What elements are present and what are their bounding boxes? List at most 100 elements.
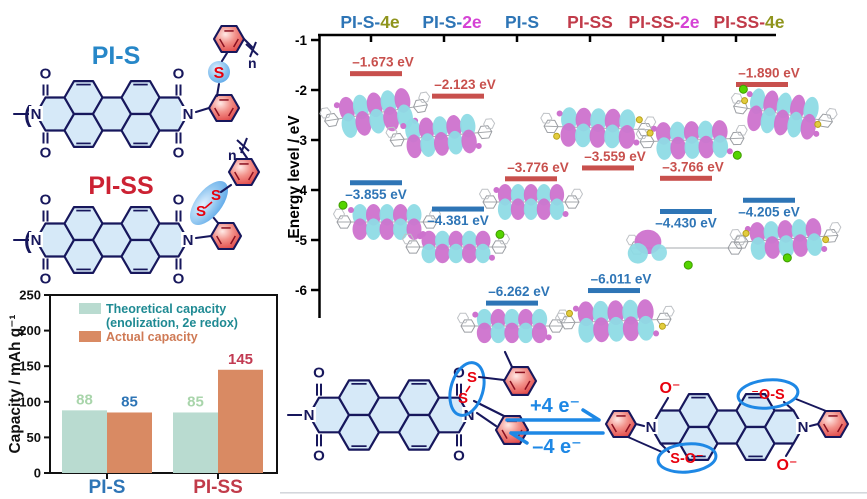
bond xyxy=(477,375,506,382)
skeleton-phenyl xyxy=(729,229,742,241)
o-s-label: ⁻O-S xyxy=(751,387,785,403)
sulfur-atom xyxy=(822,236,830,244)
orbital-lobe xyxy=(800,113,816,140)
oxygen-label: O xyxy=(40,271,52,288)
orbital-dot xyxy=(417,233,423,240)
orbital-lobe xyxy=(462,243,477,264)
phenyl-hexagon xyxy=(502,366,538,396)
y-tick-label: 150 xyxy=(19,359,41,374)
orbital-lobe xyxy=(504,322,520,344)
orbital-lobe xyxy=(531,322,548,344)
orbital-lobe xyxy=(341,113,358,138)
nitrogen-label: N xyxy=(798,419,809,436)
orbital-lobe xyxy=(433,132,450,156)
label-bg xyxy=(181,232,195,247)
orbital-isosurface xyxy=(401,229,511,264)
bond xyxy=(238,146,249,160)
green-atom xyxy=(738,84,748,94)
s-s-bond xyxy=(465,385,471,393)
repeat-subscript: n xyxy=(228,147,237,163)
skeleton-phenyl xyxy=(564,195,580,209)
y-tick-label: -2 xyxy=(295,83,307,98)
bottom-separator-line xyxy=(280,492,867,494)
aromatic-ring xyxy=(148,222,190,258)
energy-level-bar xyxy=(660,209,712,214)
orbital-lobe xyxy=(369,108,386,134)
double-bond xyxy=(228,107,234,117)
phenyl-ring xyxy=(212,24,246,54)
legend-label: Actual capacity xyxy=(106,330,198,344)
legend-label: Theoretical capacity xyxy=(106,302,226,316)
nitrogen-label: N xyxy=(646,419,657,436)
orbital-isosurface xyxy=(635,120,748,160)
energy-level-value: –3.776 eV xyxy=(507,160,569,175)
orbital-lobe xyxy=(475,243,491,264)
bar-value-label: 85 xyxy=(121,393,138,410)
orbital-lobe xyxy=(778,235,795,258)
oxygen-label: O xyxy=(313,365,325,382)
skeleton-phenyl xyxy=(422,215,438,229)
double-bond xyxy=(611,423,617,433)
species-header-part: PI-SS- xyxy=(713,12,765,32)
skeleton-phenyl xyxy=(405,240,421,254)
sulfur-atom xyxy=(553,132,561,140)
species-header-part: 4e xyxy=(380,12,400,32)
double-bond xyxy=(501,429,508,439)
sulfur-label: S xyxy=(211,187,221,204)
pi-ss-pdi-core: O O O O N N xyxy=(29,191,195,288)
species-header-part: PI-S- xyxy=(340,12,380,32)
orbital-lobe xyxy=(447,130,464,155)
polymer-bracket: ( xyxy=(24,227,32,253)
orbital-lobe xyxy=(622,316,640,342)
orbital-dot xyxy=(489,254,495,261)
skeleton-phenyl xyxy=(389,132,405,147)
label-bg xyxy=(302,407,316,422)
skeleton-phenyl xyxy=(456,312,470,324)
orbital-lobe xyxy=(518,322,534,344)
bond xyxy=(220,51,229,63)
energy-level-value: –4.381 eV xyxy=(427,213,489,228)
species-header-PI-SS-4e: PI-SS-4e xyxy=(713,12,784,32)
phenyl-ring xyxy=(502,366,538,396)
skeleton-phenyl xyxy=(336,215,352,229)
orbital-lobe xyxy=(747,105,763,132)
skeleton-phenyl xyxy=(401,233,415,245)
bar-PI-SS-actual xyxy=(218,369,263,473)
y-tick-label: -6 xyxy=(295,283,307,298)
orbital-dot xyxy=(556,110,563,117)
orbital-dot xyxy=(545,334,552,341)
bond xyxy=(503,350,514,369)
skeleton-phenyl xyxy=(730,92,743,105)
orbital-lobe xyxy=(379,218,395,240)
phenyl-hexagon xyxy=(209,221,243,251)
energy-level-bar xyxy=(350,71,402,77)
bar-PI-SS-theoretical xyxy=(173,412,218,473)
orbital-lobe xyxy=(712,135,729,158)
orbital-isosurface xyxy=(556,299,675,343)
skeleton-phenyl xyxy=(644,116,657,128)
energy-level-value: –4.205 eV xyxy=(738,204,800,219)
orbital-lobe xyxy=(549,198,565,220)
category-label: PI-S xyxy=(89,477,126,498)
enolate-oxygen-label: O⁻ xyxy=(660,380,681,397)
orbital-dot xyxy=(821,245,828,252)
bond xyxy=(627,436,663,453)
oxygen-label: O xyxy=(173,145,185,162)
green-atom xyxy=(732,150,742,160)
disulfide-highlight-ellipse xyxy=(189,181,229,225)
oxygen-label: O xyxy=(453,447,465,464)
species-header-part: PI-S xyxy=(505,12,539,32)
orbital-lobe xyxy=(448,243,464,264)
enolate-oxygen-label: O⁻ xyxy=(777,457,798,474)
energy-level-value: –6.011 eV xyxy=(591,272,652,287)
skeleton-phenyl xyxy=(733,234,747,246)
legend-swatch-actual xyxy=(79,331,101,342)
sulfur-atom xyxy=(566,309,574,317)
skeleton-phenyl xyxy=(817,113,833,128)
sulfur-label: S xyxy=(467,369,477,386)
orbital-lobe xyxy=(684,136,701,159)
phenyl-ring xyxy=(604,409,638,439)
nitrogen-label: N xyxy=(183,106,194,123)
